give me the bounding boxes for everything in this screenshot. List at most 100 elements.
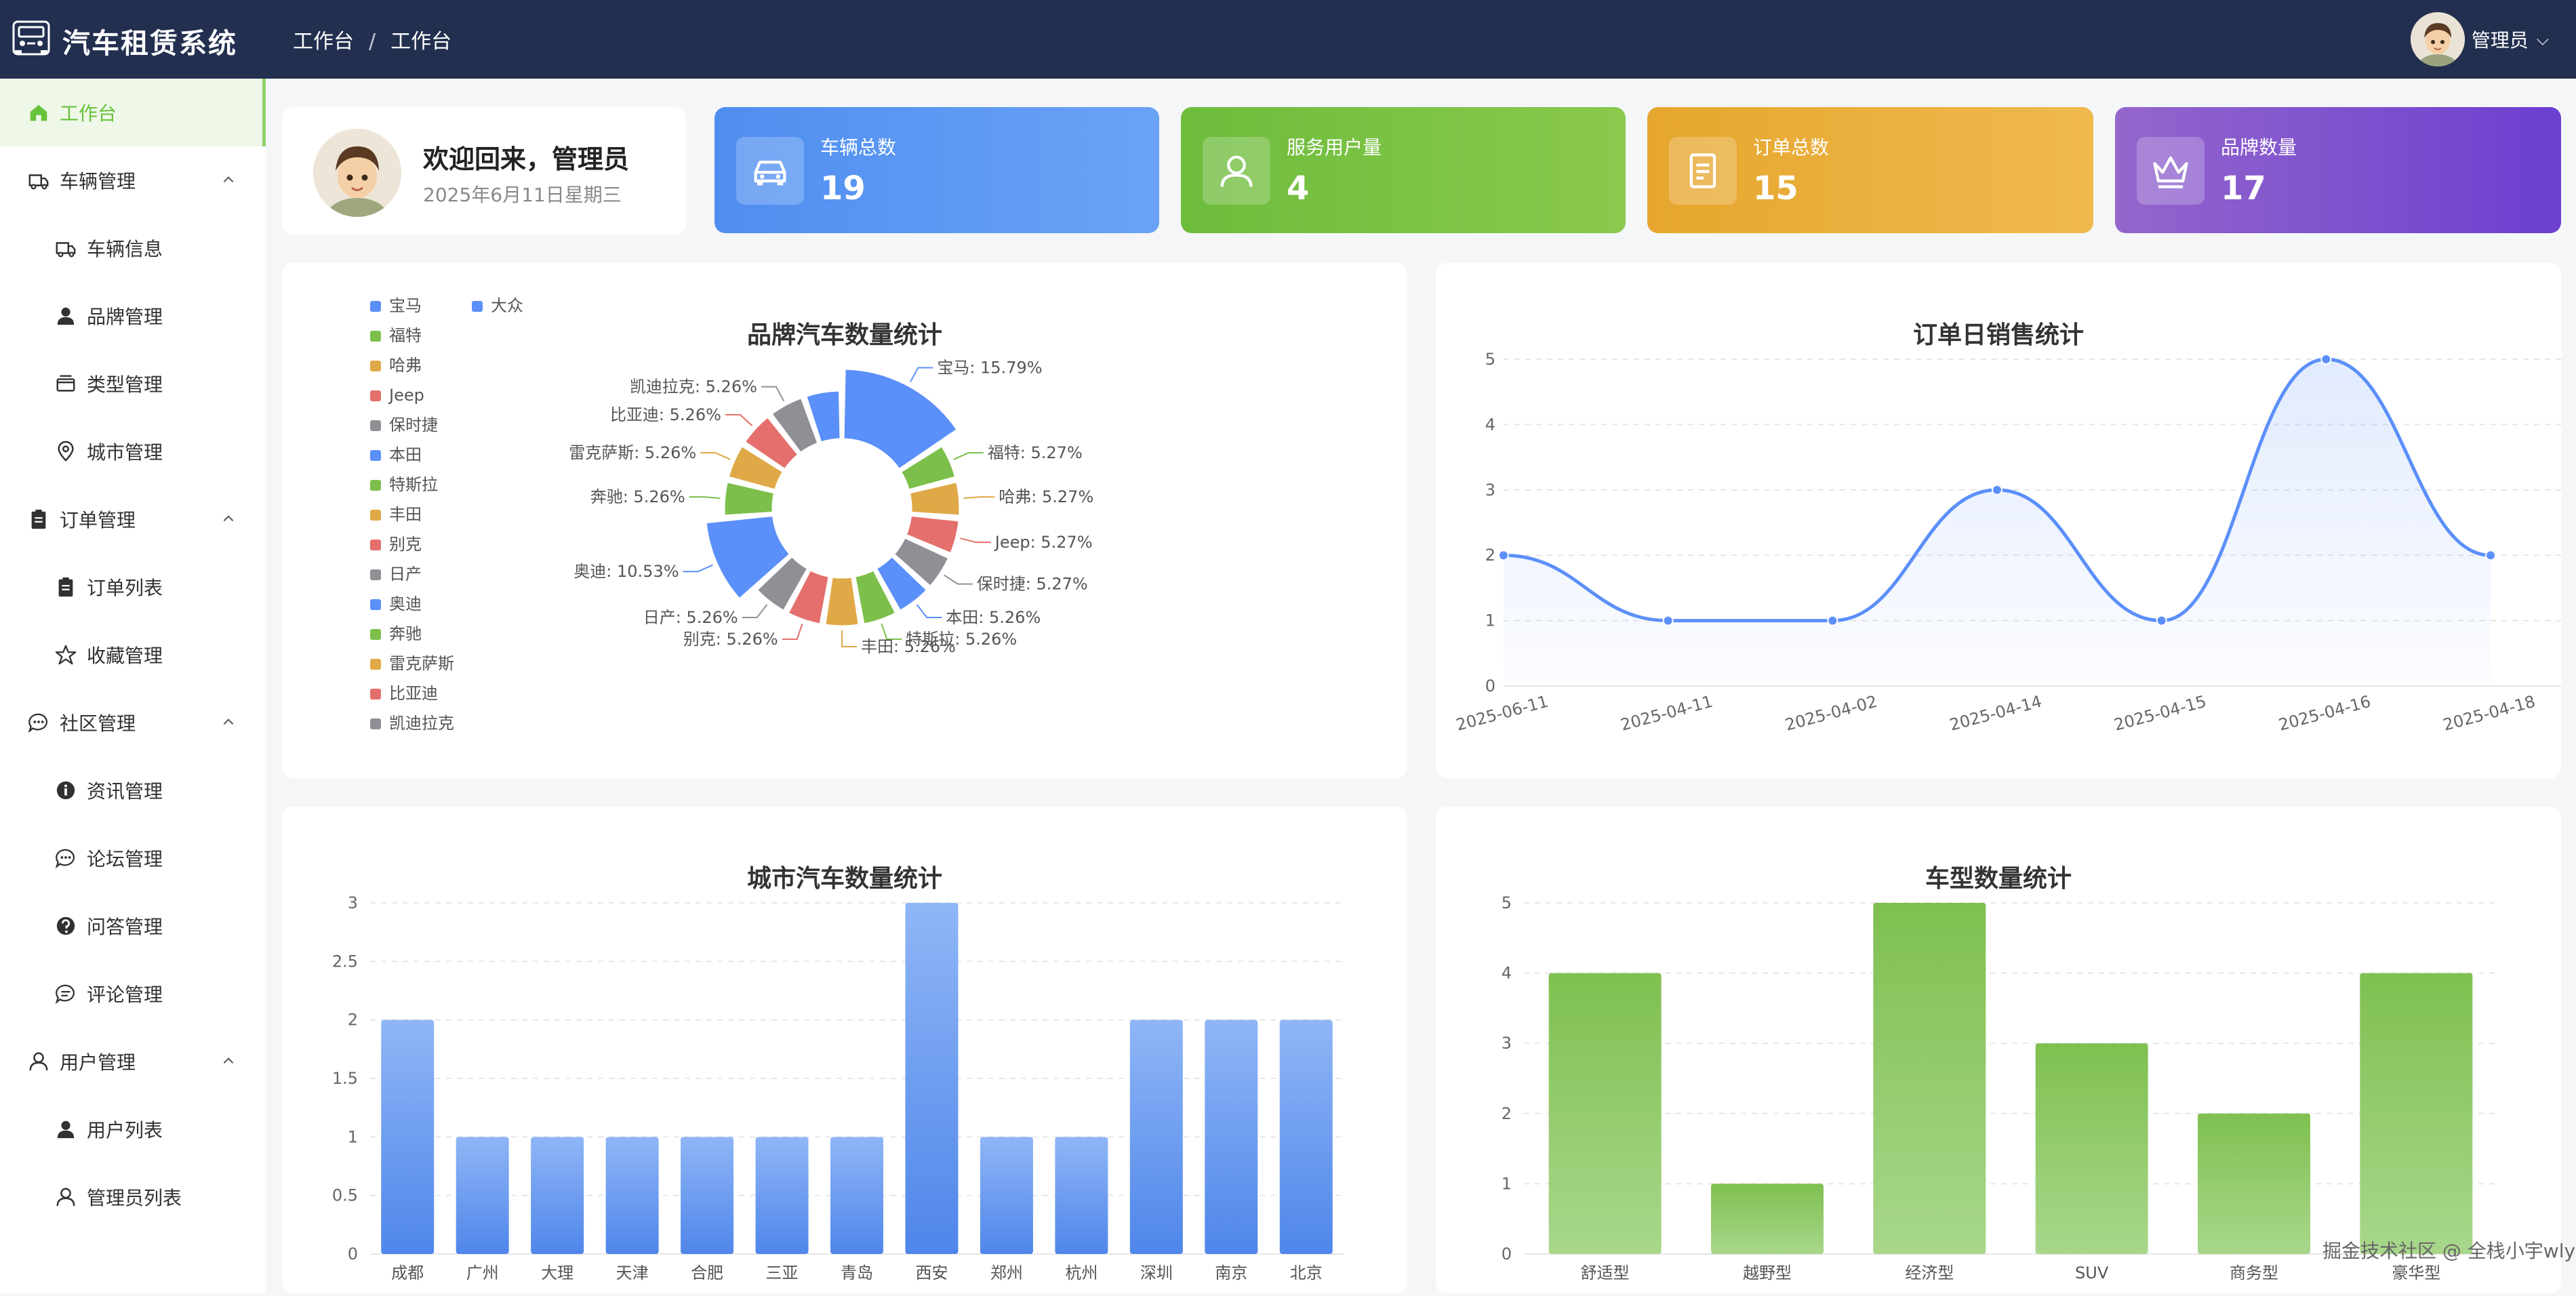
chevron-up-icon[interactable] (221, 1051, 236, 1073)
chat-dots-icon (54, 847, 77, 870)
rose-slice (743, 416, 800, 471)
car-icon (736, 137, 804, 205)
sidebar-item-label: 城市管理 (87, 441, 163, 464)
sidebar-item-label: 管理员列表 (87, 1187, 182, 1209)
sidebar-item[interactable]: 类型管理 (0, 350, 266, 418)
sidebar-item[interactable]: 工作台 (0, 79, 266, 146)
slice-label-line (761, 386, 785, 402)
sidebar-item[interactable]: 评论管理 (0, 960, 266, 1028)
x-tick-label: 天津 (616, 1263, 649, 1282)
user-icon (1203, 137, 1270, 205)
sidebar-item[interactable]: 社区管理 (0, 689, 266, 756)
y-tick-label: 0 (348, 1244, 358, 1263)
legend-label: 宝马 (389, 296, 422, 315)
sidebar-item-label: 车辆管理 (60, 170, 136, 193)
x-tick-label: 杭州 (1065, 1263, 1098, 1282)
sidebar-item[interactable]: 用户列表 (0, 1095, 266, 1163)
legend-label: 凯迪拉克 (389, 714, 454, 733)
line-point (1662, 615, 1674, 626)
chart-title: 品牌汽车数量统计 (747, 321, 942, 349)
slice-label: 日产: 5.26% (643, 608, 738, 627)
sidebar-item[interactable]: 论坛管理 (0, 824, 266, 892)
sidebar-item[interactable]: 车辆管理 (0, 146, 266, 214)
stat-card-users[interactable]: 服务用户量 4 (1181, 107, 1626, 233)
sidebar: 工作台车辆管理车辆信息品牌管理类型管理城市管理订单管理 订单列表 收藏管理 社区管理资… (0, 79, 266, 1293)
legend-label: 丰田 (389, 505, 422, 524)
user-name[interactable]: 管理员 (2471, 29, 2529, 52)
x-tick-label: 舒适型 (1581, 1263, 1630, 1282)
orders-chart-card: 订单日销售统计 0 1 2 3 4 5 2025-06-11 2025-04-11 2025-04… (1436, 263, 2572, 778)
chart-title: 订单日销售统计 (1913, 321, 2084, 349)
stat-card-cars[interactable]: 车辆总数 19 (715, 107, 1159, 233)
sidebar-item[interactable]: 城市管理 (0, 418, 266, 485)
stat-card-orders[interactable]: 订单总数 15 (1647, 107, 2093, 233)
clipboard-icon (54, 575, 77, 599)
slice-label-line (960, 538, 991, 544)
sidebar-item[interactable]: 管理员列表 (0, 1163, 266, 1231)
x-tick-label: 2025-06-11 (1454, 692, 1550, 735)
user-solid-icon (54, 1118, 77, 1141)
sidebar-item[interactable]: 收藏管理 (0, 621, 266, 689)
legend-swatch (370, 599, 381, 610)
slice-label-line (910, 367, 933, 383)
chart-title: 城市汽车数量统计 (747, 865, 942, 893)
y-tick-label: 2 (348, 1011, 358, 1030)
x-tick-label: 经济型 (1905, 1263, 1954, 1282)
sidebar-item[interactable]: 用户管理 (0, 1028, 266, 1095)
x-tick-label: 2025-04-02 (1783, 692, 1879, 735)
slice-label-line (916, 604, 942, 618)
legend-swatch (370, 331, 381, 342)
x-tick-label: 越野型 (1743, 1263, 1792, 1282)
bar (1873, 903, 1986, 1254)
legend-label: 奥迪 (389, 594, 422, 613)
sidebar-item[interactable]: 问答管理 (0, 892, 266, 960)
x-tick-label: 三亚 (766, 1263, 799, 1282)
x-tick-label: 2025-04-18 (2441, 692, 2537, 735)
bar (1055, 1137, 1108, 1254)
slice-label: 凯迪拉克: 5.26% (630, 378, 757, 397)
sidebar-item[interactable]: 订单列表 (0, 553, 266, 621)
y-tick-label: 0 (1502, 1244, 1512, 1263)
welcome-avatar-image (313, 129, 401, 217)
y-tick-label: 2 (1502, 1104, 1512, 1123)
stat-label: 车辆总数 (820, 136, 897, 159)
chevron-up-icon[interactable] (221, 169, 236, 192)
avatar[interactable] (2410, 12, 2465, 66)
stat-card-brands[interactable]: 品牌数量 17 (2115, 107, 2561, 233)
sidebar-item-label: 车辆信息 (87, 238, 163, 260)
rose-slice (704, 514, 792, 601)
breadcrumb-item-root[interactable]: 工作台 (293, 30, 354, 54)
sidebar-item-label: 类型管理 (87, 373, 163, 396)
y-tick-label: 3 (1502, 1034, 1512, 1053)
breadcrumb-separator: / (369, 30, 376, 54)
user-menu[interactable]: 管理员 ⌵ (2410, 11, 2549, 68)
chevron-down-icon[interactable]: ⌵ (2536, 30, 2549, 49)
sidebar-item-label: 论坛管理 (87, 848, 163, 870)
slice-label: Jeep: 5.27% (994, 533, 1093, 552)
legend-swatch (370, 689, 381, 700)
legend-label: 别克 (389, 535, 422, 554)
slice-label-line (881, 623, 902, 640)
stat-value: 15 (1753, 169, 1798, 207)
rose-slice (727, 445, 785, 491)
rose-slice (853, 569, 898, 626)
slice-label: 特斯拉: 5.26% (906, 630, 1017, 649)
chevron-up-icon[interactable] (221, 508, 236, 531)
legend-label: 比亚迪 (389, 684, 438, 703)
sidebar-item[interactable]: 品牌管理 (0, 282, 266, 350)
bar (531, 1137, 584, 1254)
bar (2198, 1113, 2310, 1254)
sidebar-item[interactable]: 资讯管理 (0, 756, 266, 824)
bar (755, 1137, 809, 1254)
star-icon (54, 643, 77, 666)
sidebar-item[interactable]: 订单管理 (0, 485, 266, 553)
rose-slice (892, 536, 950, 588)
legend-swatch (370, 420, 381, 431)
y-tick-label: 4 (1485, 415, 1495, 434)
chevron-up-icon[interactable] (221, 712, 236, 734)
rose-slice (904, 514, 961, 555)
sidebar-item[interactable]: 车辆信息 (0, 214, 266, 282)
slice-label: 本田: 5.26% (946, 608, 1041, 627)
breadcrumb-item-current: 工作台 (390, 30, 452, 54)
x-tick-label: 广州 (466, 1263, 499, 1282)
